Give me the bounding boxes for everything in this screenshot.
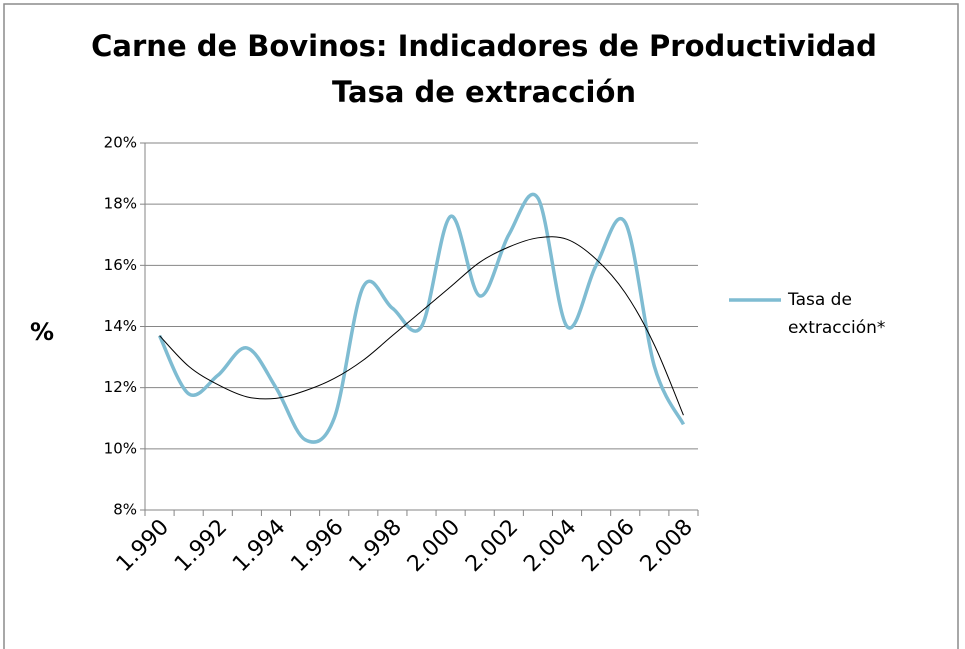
- y-tick-label: 14%: [104, 317, 137, 335]
- x-tick-label: 1.998: [345, 515, 407, 577]
- y-axis-label: %: [30, 318, 54, 346]
- x-tick-label: 1.996: [286, 515, 348, 577]
- legend-label: Tasa de extracción*: [788, 290, 886, 338]
- chart-title: Carne de Bovinos: Indicadores de Product…: [91, 29, 877, 63]
- y-tick-label: 18%: [104, 195, 137, 213]
- chart-frame: [3, 3, 959, 649]
- x-tick-label: 2.002: [461, 515, 523, 577]
- series-line: [157, 192, 686, 444]
- x-tick-label: 2.006: [578, 515, 640, 577]
- x-tick-label: 1.990: [112, 515, 174, 577]
- y-tick-label: 20%: [104, 134, 137, 152]
- x-tick-label: 1.992: [170, 515, 232, 577]
- y-tick-label: 12%: [104, 378, 137, 396]
- y-tick-label: 8%: [113, 501, 137, 519]
- chart-title: Tasa de extracción: [332, 75, 636, 109]
- y-tick-label: 16%: [104, 256, 137, 274]
- y-tick-label: 10%: [104, 439, 137, 457]
- x-tick-label: 2.000: [403, 515, 465, 577]
- x-tick-label: 1.994: [228, 515, 290, 577]
- trend-line: [159, 236, 684, 416]
- x-tick-label: 2.008: [636, 515, 698, 577]
- x-tick-label: 2.004: [519, 515, 581, 577]
